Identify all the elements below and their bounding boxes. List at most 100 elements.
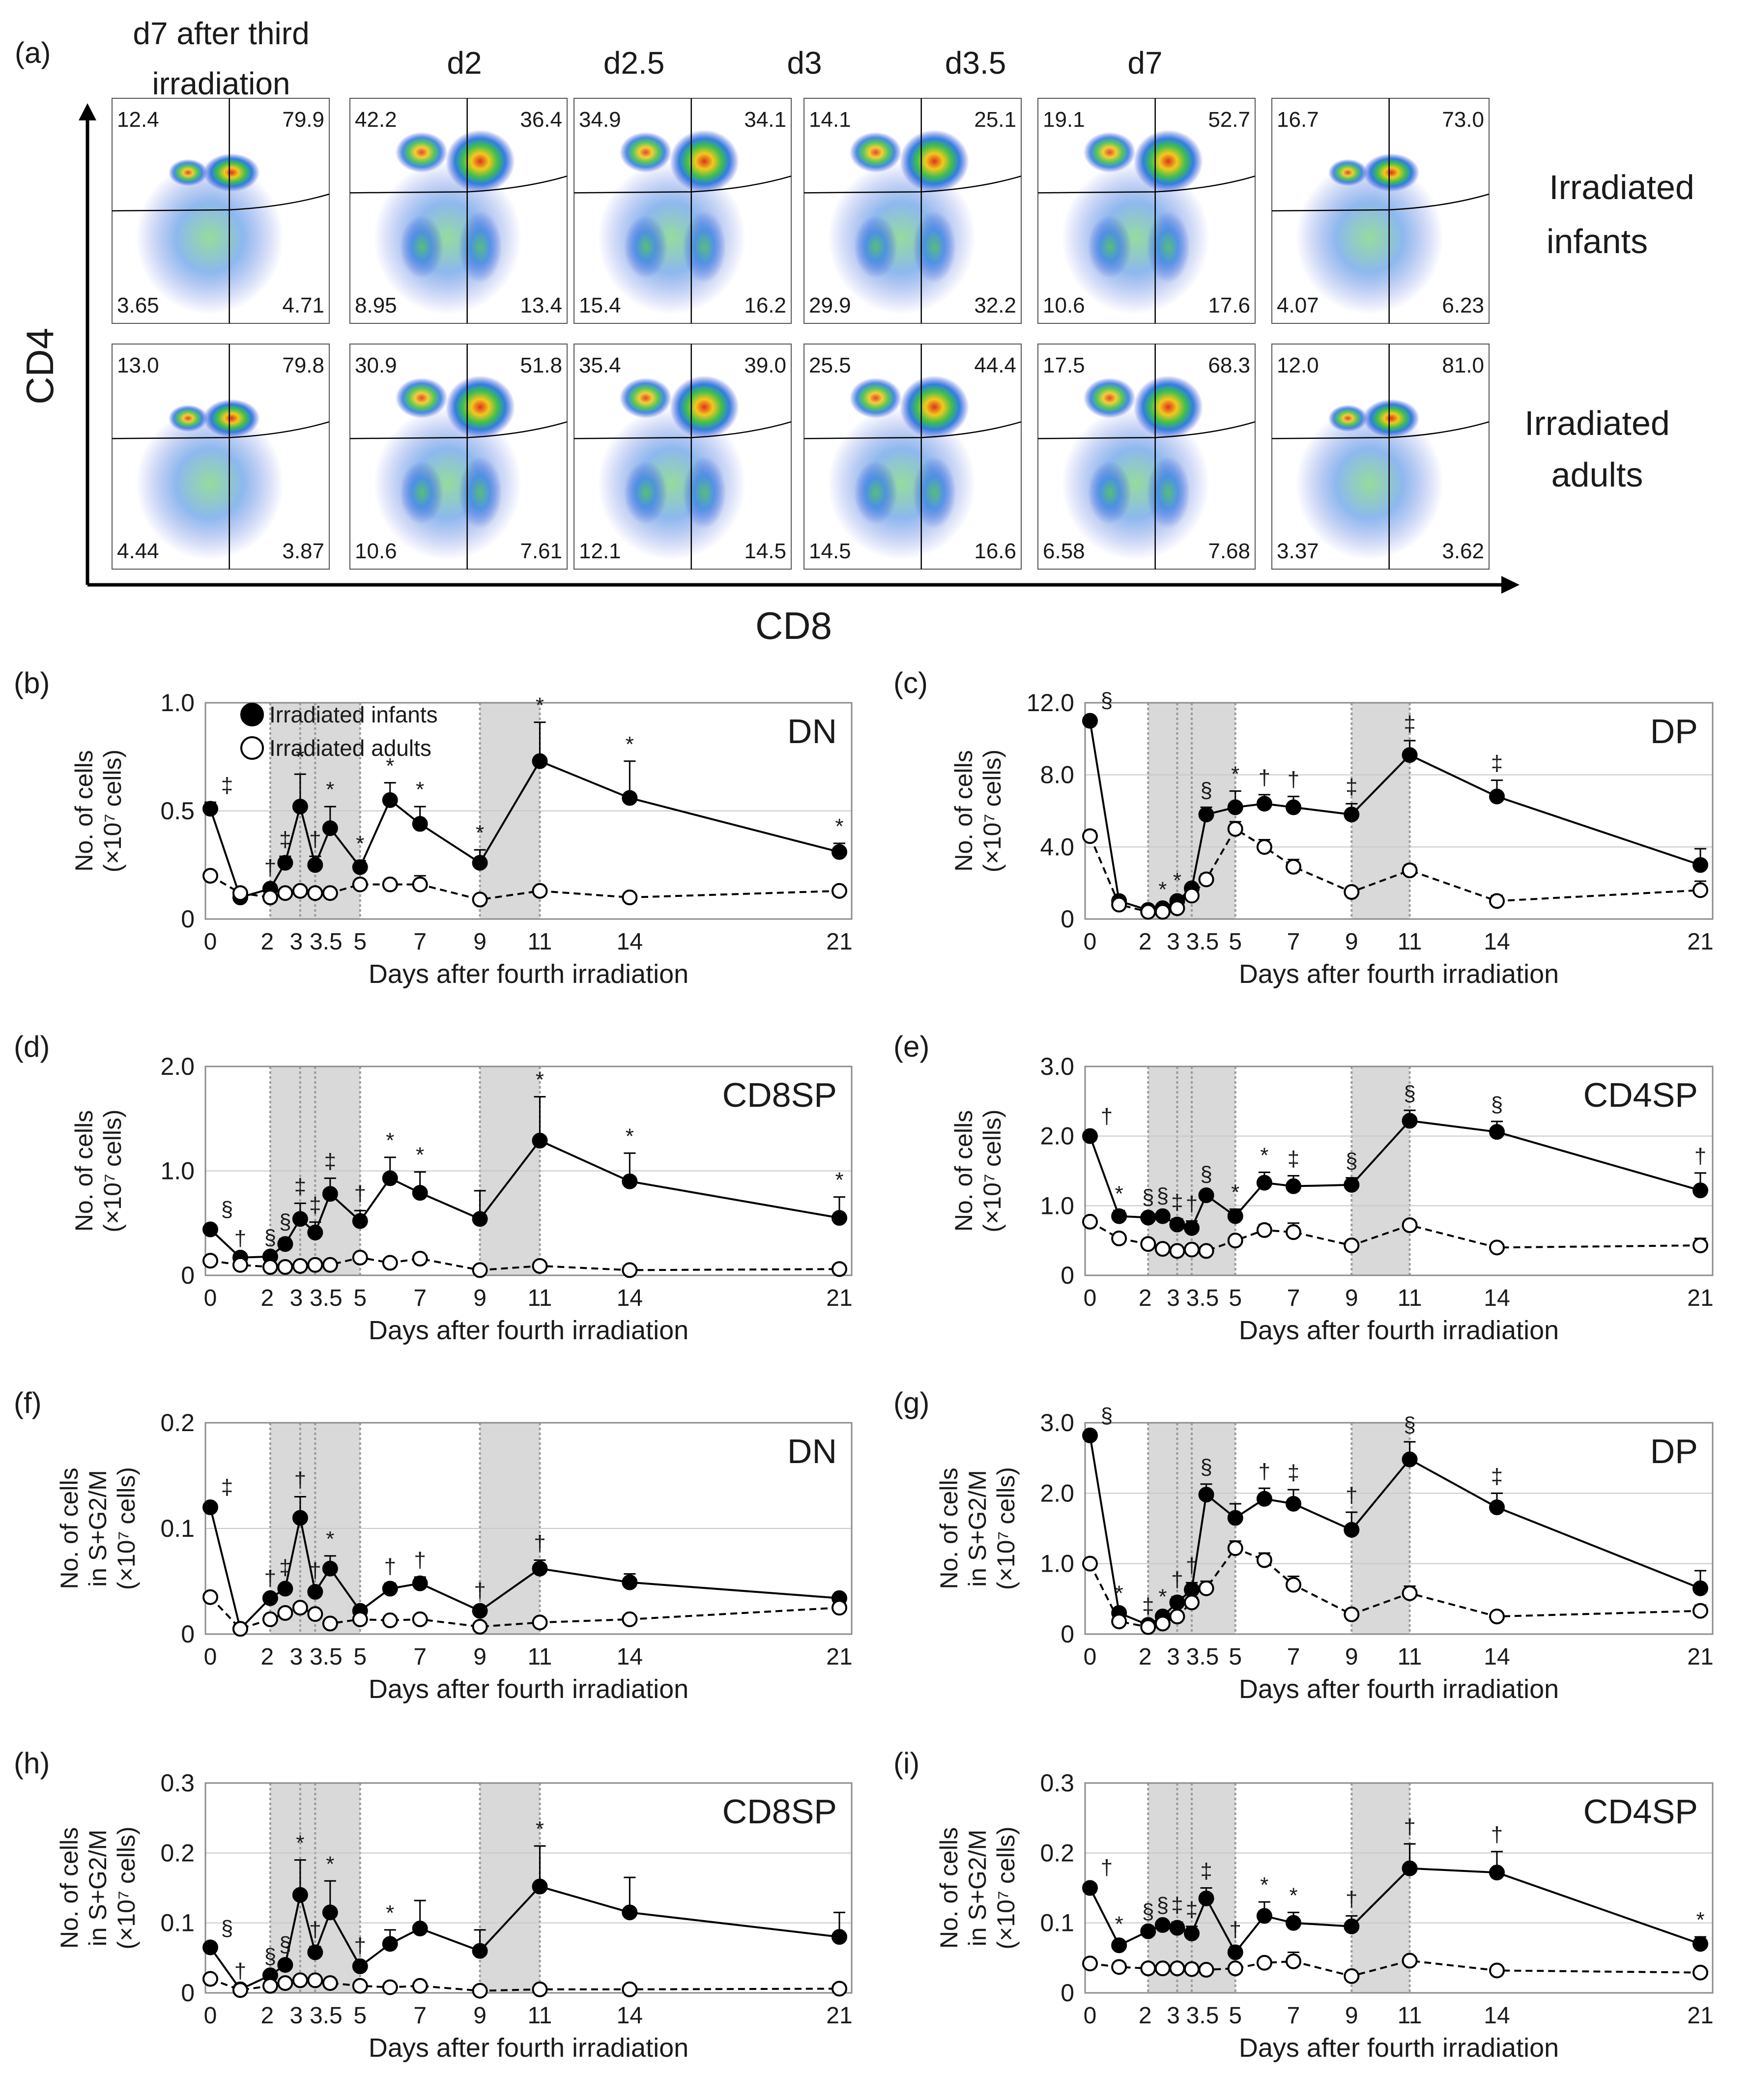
- data-point: [1227, 1960, 1243, 1977]
- flow-plot-r1-c6: 16.7 73.0 4.07 6.23: [1271, 98, 1490, 324]
- quadrant-gate-horizontal: [112, 193, 330, 212]
- significance-mark: †: [1259, 766, 1270, 790]
- data-point: [832, 1600, 847, 1616]
- significance-mark: *: [296, 1831, 304, 1855]
- x-tick-label: 9: [1345, 929, 1358, 955]
- data-point: [1169, 1216, 1185, 1233]
- significance-mark: §: [1157, 1893, 1169, 1917]
- flow-density-dn: [1088, 215, 1132, 279]
- x-tick-label: 7: [413, 2003, 427, 2029]
- data-point: [1082, 1128, 1098, 1144]
- row-label-adults-line2: adults: [1551, 456, 1643, 494]
- significance-mark: §: [1404, 1413, 1415, 1437]
- x-tick-label: 7: [413, 1285, 427, 1311]
- data-point: [307, 857, 323, 873]
- flow-plot-r2-c3: 35.4 39.0 12.1 14.5: [574, 344, 792, 570]
- series-line: [209, 1596, 840, 1630]
- data-point: [307, 1584, 323, 1600]
- significance-mark: ‡: [1346, 775, 1357, 799]
- data-point: [832, 1261, 847, 1277]
- flow-density-cd4sp: [619, 132, 672, 173]
- significance-mark: ‡: [279, 1555, 291, 1580]
- y-tick-label: 2.0: [1040, 1122, 1074, 1150]
- quadrant-value-upper-right: 39.0: [744, 353, 786, 377]
- flow-density-cd4sp: [849, 377, 902, 419]
- x-tick-label: 11: [528, 1285, 552, 1311]
- plot-frame: [204, 1782, 853, 1994]
- significance-mark: *: [1289, 1883, 1297, 1907]
- data-point: [1227, 1540, 1243, 1556]
- quadrant-value-lower-right: 16.6: [974, 539, 1016, 563]
- cd8-axis-label: CD8: [755, 604, 832, 647]
- flow-density-background: [136, 407, 284, 560]
- data-point: [277, 1236, 293, 1252]
- x-tick-label: 5: [353, 929, 367, 955]
- data-point: [1693, 1603, 1708, 1619]
- flow-plot-r2-c6: 12.0 81.0 3.37 3.62: [1271, 344, 1490, 570]
- data-point: [307, 885, 323, 901]
- x-tick-label: 7: [1287, 929, 1300, 955]
- shaded-interval: [1351, 1783, 1410, 1993]
- data-point: [472, 855, 488, 871]
- data-point: [1227, 1510, 1243, 1526]
- data-point: [1111, 1208, 1127, 1224]
- significance-mark: ‡: [1200, 1859, 1212, 1883]
- significance-mark: *: [1260, 1873, 1268, 1897]
- quadrant-value-upper-left: 13.0: [117, 353, 159, 377]
- quadrant-value-lower-right: 32.2: [974, 293, 1016, 317]
- data-point: [1344, 1237, 1360, 1254]
- series-line: [210, 1978, 840, 1992]
- flow-density-cd8sp: [683, 457, 726, 529]
- flow-density-dp: [899, 375, 969, 439]
- data-point: [202, 868, 218, 884]
- y-axis-title-line: in S+G2/M: [84, 1830, 112, 1947]
- flow-density-dp: [1363, 399, 1420, 438]
- quadrant-value-lower-right: 16.2: [744, 293, 786, 317]
- x-tick-label: 14: [617, 929, 643, 955]
- chart-d: 0 1.0 2.0 0 2 3 3.5 5 7 9 11 14 21 Days after fourth …: [14, 1030, 853, 1345]
- significance-mark: †: [234, 1227, 246, 1251]
- data-point: [1286, 1496, 1301, 1512]
- data-point: [1111, 1230, 1127, 1246]
- data-point: [1693, 1936, 1708, 1952]
- x-axis-title: Days after fourth irradiation: [369, 1316, 689, 1345]
- quadrant-value-lower-right: 7.68: [1208, 539, 1250, 563]
- x-tick-label: 11: [528, 2003, 552, 2029]
- data-point: [277, 1581, 293, 1597]
- data-point: [1082, 713, 1098, 729]
- y-axis-title-line: in S+G2/M: [84, 1470, 112, 1587]
- data-point: [1082, 1213, 1098, 1230]
- x-tick-label: 2: [261, 1644, 274, 1670]
- y-tick-label: 4.0: [1040, 833, 1074, 861]
- data-point: [232, 1621, 248, 1637]
- significance-mark: §: [1142, 1899, 1154, 1924]
- data-point: [832, 883, 847, 899]
- x-tick-label: 11: [1398, 929, 1422, 955]
- data-point: [1227, 1208, 1243, 1224]
- x-axis-title: Days after fourth irradiation: [369, 2033, 689, 2063]
- data-point: [202, 1253, 218, 1269]
- series-irradiated-adults: [202, 1249, 847, 1278]
- flow-plot-r1-c4: 14.1 25.1 29.9 32.2: [803, 98, 1022, 324]
- significance-mark: *: [1260, 1143, 1268, 1167]
- data-point: [1256, 1552, 1272, 1568]
- y-tick-label: 0.1: [160, 1515, 195, 1542]
- x-tick-label: 3.5: [310, 2003, 343, 2029]
- quadrant-value-lower-left: 3.37: [1277, 539, 1319, 563]
- flow-density-cd4sp: [1083, 377, 1136, 419]
- flow-density-dn: [400, 215, 444, 279]
- data-point: [307, 1972, 323, 1988]
- series-irradiated-infants: [1082, 713, 1708, 918]
- data-point: [1256, 1491, 1272, 1507]
- x-axis-title: Days after fourth irradiation: [1239, 1316, 1559, 1345]
- y-tick-label: 1.0: [1040, 1192, 1074, 1219]
- data-point: [622, 890, 638, 905]
- y-tick-label: 0.5: [160, 797, 195, 825]
- significance-mark: §: [1101, 1404, 1113, 1428]
- significance-mark: †: [1404, 1815, 1415, 1839]
- data-point: [622, 790, 638, 806]
- data-point: [472, 1983, 488, 1999]
- x-tick-label: 9: [473, 1285, 487, 1311]
- data-point: [262, 1259, 278, 1275]
- x-tick-label: 11: [1398, 1644, 1422, 1670]
